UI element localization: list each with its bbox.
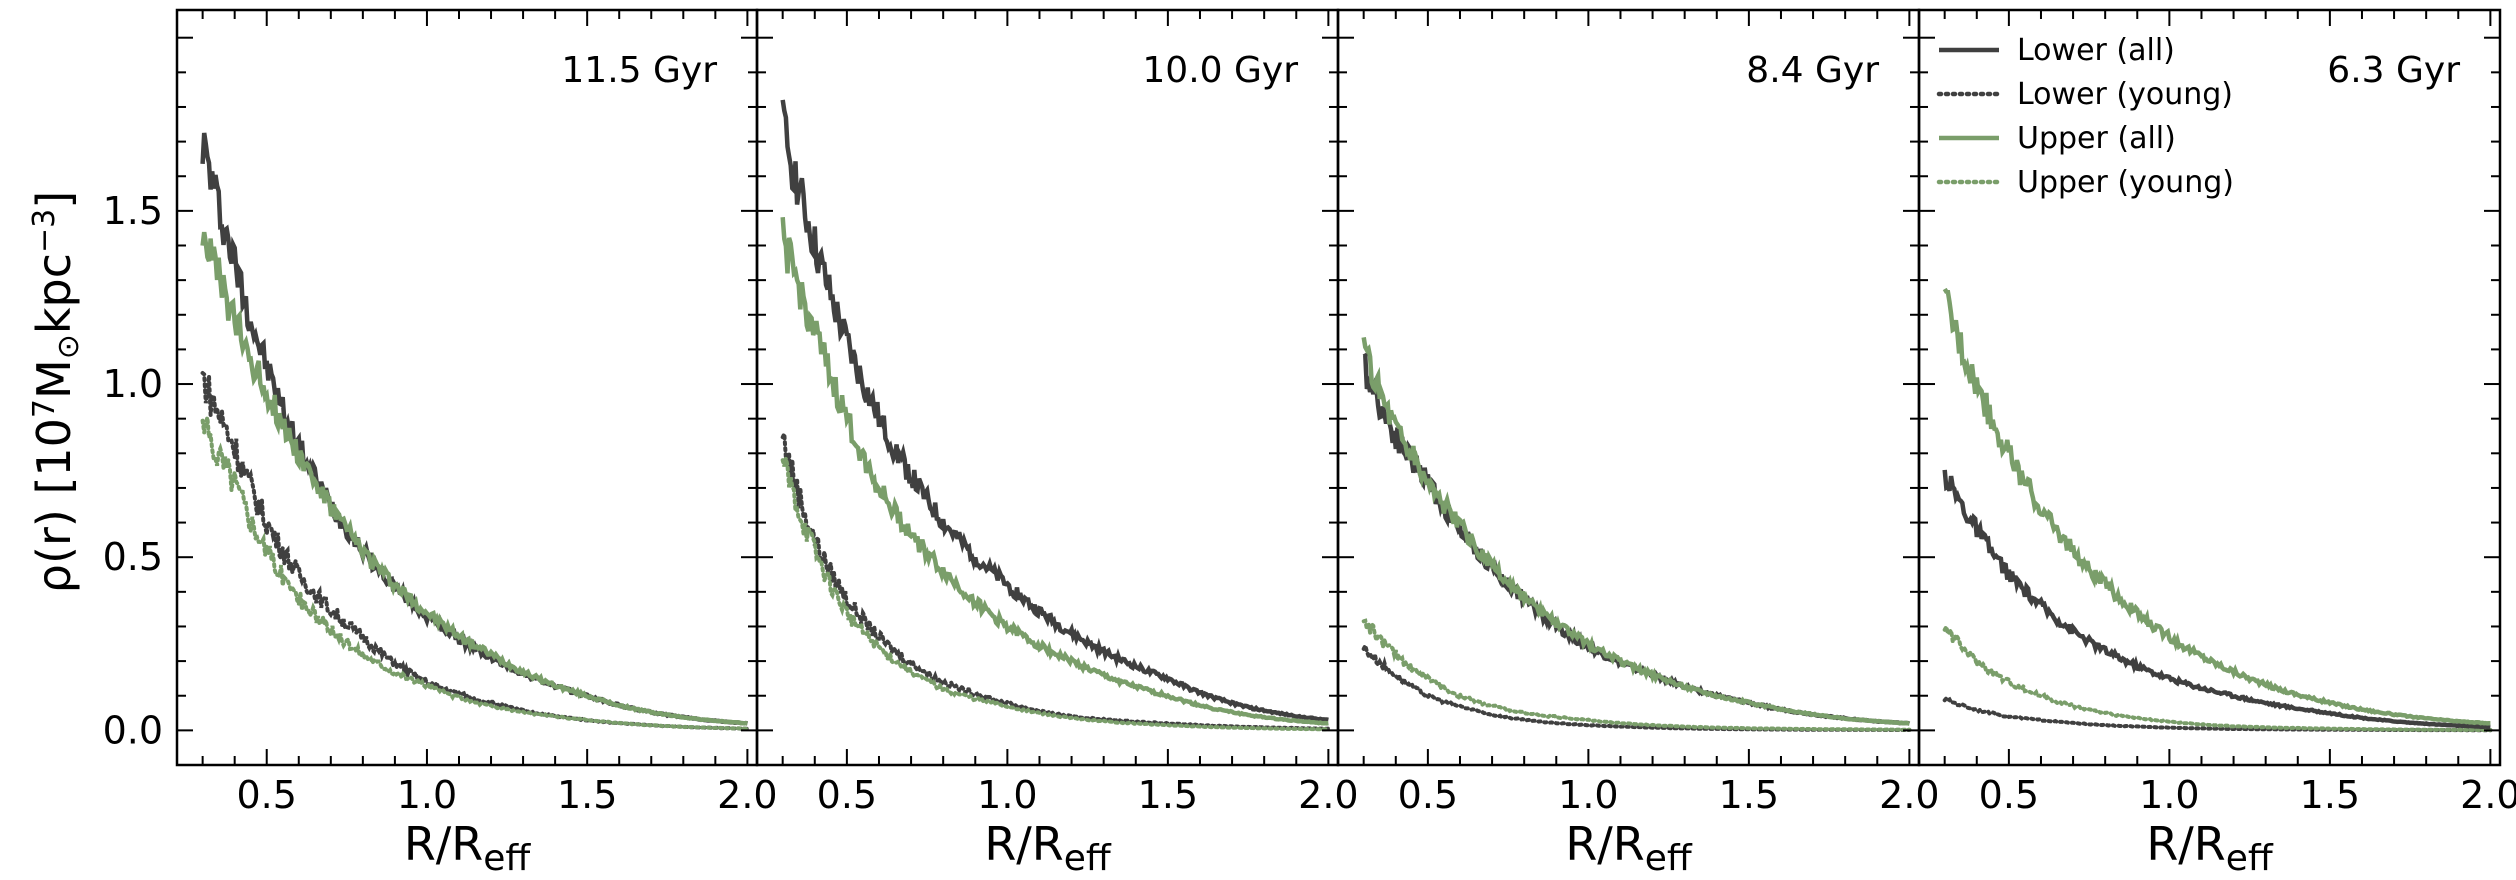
x-tick-label: 1.0	[2139, 773, 2199, 817]
panel-frame	[1336, 8, 1921, 767]
series-upper-young	[1942, 621, 2493, 733]
series-upper-all	[780, 217, 1329, 726]
x-tick-label: 2.0	[1879, 773, 1939, 817]
x-tick-label: 1.5	[557, 773, 617, 817]
panel-1: 0.5 1.0 1.5 2.0 0.0 0.5 1.0 1.5 R/Reff 11.5 Gyr	[103, 8, 778, 879]
x-tick-label: 2.0	[1298, 773, 1358, 817]
legend-label: Upper (all)	[2017, 121, 2176, 156]
x-tick-label: 1.5	[1719, 773, 1779, 817]
series-lower-all	[780, 99, 1329, 723]
x-tick-label: 1.5	[2300, 773, 2360, 817]
x-tick-label: 2.0	[2460, 773, 2516, 817]
x-axis-title: R/Reff	[984, 817, 1112, 879]
x-tick-label: 2.0	[717, 773, 777, 817]
legend-label: Upper (young)	[2017, 165, 2234, 200]
series-lower-all	[1942, 469, 2491, 730]
y-tick-label: 1.5	[103, 189, 163, 233]
panel-frame	[1917, 8, 2502, 767]
x-tick-label: 1.5	[1138, 773, 1198, 817]
panel-2: 0.5 1.0 1.5 2.0 R/Reff 10.0 Gyr	[755, 8, 1359, 879]
x-tick-label: 0.5	[1979, 773, 2039, 817]
series-upper-young	[1361, 618, 1912, 732]
x-axis-title: R/Reff	[1565, 817, 1693, 879]
series-upper-young	[780, 457, 1331, 732]
x-tick-label: 1.0	[397, 773, 457, 817]
y-tick-label: 0.0	[103, 708, 163, 752]
legend: Lower (all) Lower (young) Upper (all) Upper…	[1936, 33, 2234, 200]
panel-age-label: 8.4 Gyr	[1746, 50, 1879, 91]
y-tick-label: 0.5	[103, 535, 163, 579]
series-upper-all	[1942, 287, 2491, 726]
series-upper-all	[200, 231, 748, 726]
x-tick-label: 0.5	[237, 773, 297, 817]
x-tick-label: 0.5	[1398, 773, 1458, 817]
legend-label: Lower (young)	[2017, 77, 2233, 112]
series-upper-all	[1361, 337, 1910, 726]
legend-label: Lower (all)	[2017, 33, 2175, 68]
x-tick-label: 0.5	[817, 773, 877, 817]
x-axis-title: R/Reff	[404, 817, 532, 879]
panel-age-label: 10.0 Gyr	[1142, 50, 1298, 91]
series-upper-young	[200, 416, 750, 731]
panel-age-label: 6.3 Gyr	[2327, 50, 2460, 91]
panel-age-label: 11.5 Gyr	[561, 50, 717, 91]
y-axis-title: ρ(r) [107M⊙kpc−3]	[27, 191, 86, 593]
x-tick-label: 1.0	[1558, 773, 1618, 817]
x-axis-title: R/Reff	[2146, 817, 2274, 879]
x-tick-label: 1.0	[977, 773, 1037, 817]
panel-3: 0.5 1.0 1.5 2.0 R/Reff 8.4 Gyr	[1336, 8, 1940, 879]
y-tick-label: 1.0	[103, 362, 163, 406]
series-lower-young	[780, 426, 1331, 731]
